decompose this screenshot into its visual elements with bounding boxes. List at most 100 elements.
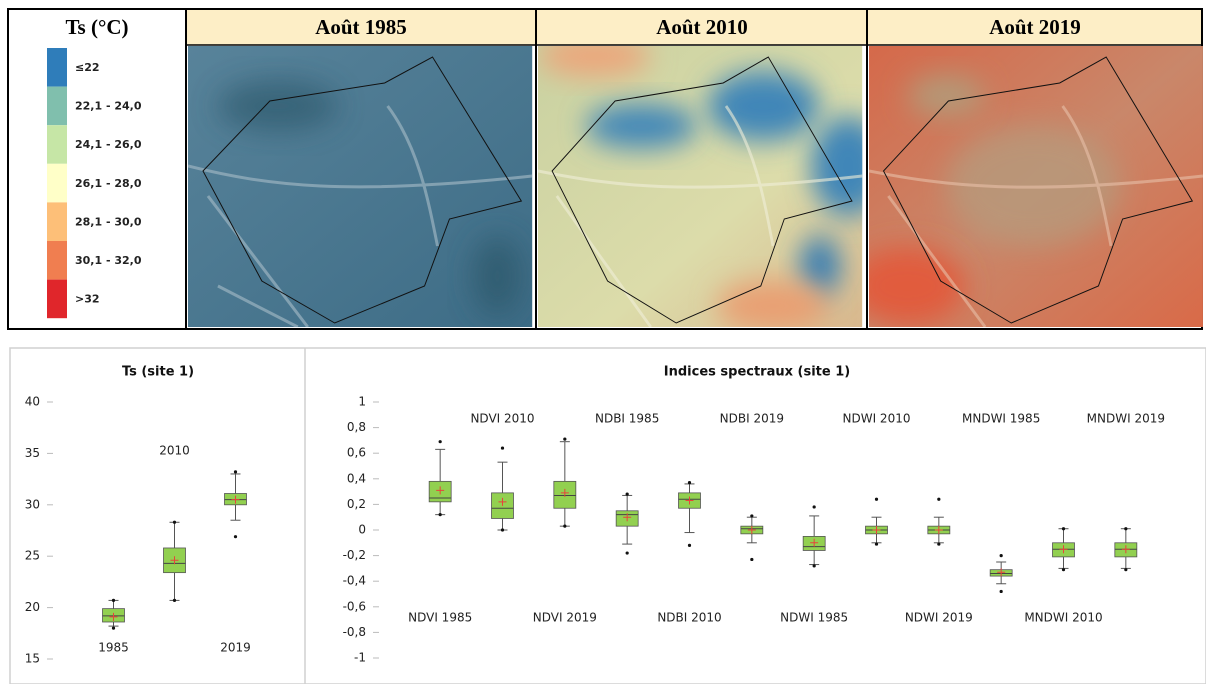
map-2010: [538, 46, 863, 327]
category-label: MNDWI 1985: [962, 412, 1040, 426]
legend-swatch: [47, 48, 67, 87]
legend-swatch: [47, 163, 67, 203]
category-label: NDVI 1985: [408, 611, 472, 625]
category-label: 2019: [220, 641, 251, 655]
y-tick-label: 0,6: [347, 446, 366, 460]
category-label: 1985: [98, 641, 129, 655]
category-label: NDBI 2010: [657, 611, 721, 625]
y-tick-label: 35: [25, 446, 40, 460]
mean-marker: [498, 497, 507, 506]
legend-label: >32: [75, 293, 100, 306]
map-header: Août 1985: [315, 15, 407, 39]
category-label: MNDWI 2019: [1087, 412, 1165, 426]
y-tick-label: -0,8: [343, 625, 366, 639]
chart-title: Ts (site 1): [122, 365, 194, 380]
mean-marker: [170, 556, 179, 565]
map-header: Août 2010: [656, 15, 748, 39]
point: [874, 542, 879, 546]
point: [687, 481, 692, 485]
mean-marker: [623, 513, 632, 522]
point: [625, 492, 629, 496]
point: [687, 543, 692, 547]
point: [999, 589, 1003, 594]
point: [563, 524, 567, 528]
map-header: Août 2019: [989, 15, 1081, 39]
mean-marker: [1121, 545, 1130, 554]
mean-marker: [997, 568, 1006, 577]
charts-frame: [9, 347, 1206, 684]
y-tick-label: 0: [358, 523, 366, 537]
point: [1061, 568, 1066, 572]
point: [812, 564, 816, 568]
point: [500, 528, 505, 532]
y-tick-label: 1: [358, 395, 366, 409]
y-tick-label: 0,2: [347, 497, 366, 511]
y-tick-label: 0,8: [347, 420, 366, 434]
category-label: NDWI 2010: [843, 412, 911, 426]
category-label: MNDWI 2010: [1024, 611, 1102, 625]
category-label: NDBI 2019: [720, 412, 784, 426]
y-tick-label: -1: [354, 651, 366, 665]
point: [999, 554, 1003, 558]
mean-marker: [231, 495, 240, 504]
mean-marker: [934, 526, 943, 534]
point: [438, 513, 442, 517]
point: [172, 520, 177, 524]
map-1985: [188, 46, 533, 327]
point: [750, 514, 754, 518]
legend-swatch: [47, 202, 67, 241]
category-label: NDBI 1985: [595, 412, 659, 426]
point: [172, 598, 177, 603]
chart-title: Indices spectraux (site 1): [664, 365, 850, 380]
y-tick-label: 30: [25, 497, 40, 511]
legend-swatch: [47, 279, 67, 319]
category-label: NDWI 1985: [780, 611, 848, 625]
mean-marker: [685, 496, 694, 505]
point: [500, 446, 505, 450]
category-label: NDVI 2010: [470, 412, 534, 426]
y-tick-label: 0,4: [347, 471, 366, 485]
category-label: NDVI 2019: [533, 611, 597, 625]
point: [111, 598, 116, 603]
point: [1061, 527, 1066, 531]
y-tick-label: 15: [25, 652, 40, 666]
mean-marker: [810, 538, 819, 547]
legend-swatch: [47, 241, 67, 280]
point: [438, 440, 442, 444]
y-tick-label: -0,4: [343, 574, 366, 588]
mean-marker: [747, 526, 756, 534]
point: [750, 557, 754, 562]
category-label: NDWI 2019: [905, 611, 973, 625]
point: [563, 437, 567, 441]
header-row: [187, 10, 1201, 45]
point: [233, 470, 238, 474]
y-tick-label: 40: [25, 395, 40, 409]
y-tick-label: -0,2: [343, 548, 366, 562]
mean-marker: [560, 488, 569, 497]
mean-marker: [436, 486, 445, 495]
mean-marker: [1059, 545, 1068, 554]
point: [874, 497, 879, 501]
legend-title: Ts (°C): [65, 15, 128, 39]
legend-label: 22,1 - 24,0: [75, 100, 142, 113]
y-tick-label: 20: [25, 600, 40, 614]
map-2019: [869, 46, 1203, 327]
point: [625, 551, 629, 555]
mean-marker: [109, 612, 118, 621]
point: [1124, 568, 1128, 572]
point: [812, 505, 816, 509]
legend-swatch: [47, 125, 67, 164]
legend-label: 28,1 - 30,0: [75, 215, 142, 228]
y-tick-label: -0,6: [343, 599, 366, 613]
mean-marker: [872, 526, 881, 534]
legend-label: 30,1 - 32,0: [75, 254, 142, 267]
legend-label: ≤22: [75, 61, 100, 74]
legend-label: 26,1 - 28,0: [75, 177, 142, 190]
category-label: 2010: [159, 444, 190, 458]
point: [1124, 527, 1128, 531]
point: [937, 497, 941, 501]
point: [111, 626, 116, 630]
point: [233, 535, 238, 539]
legend-swatch: [47, 86, 67, 126]
